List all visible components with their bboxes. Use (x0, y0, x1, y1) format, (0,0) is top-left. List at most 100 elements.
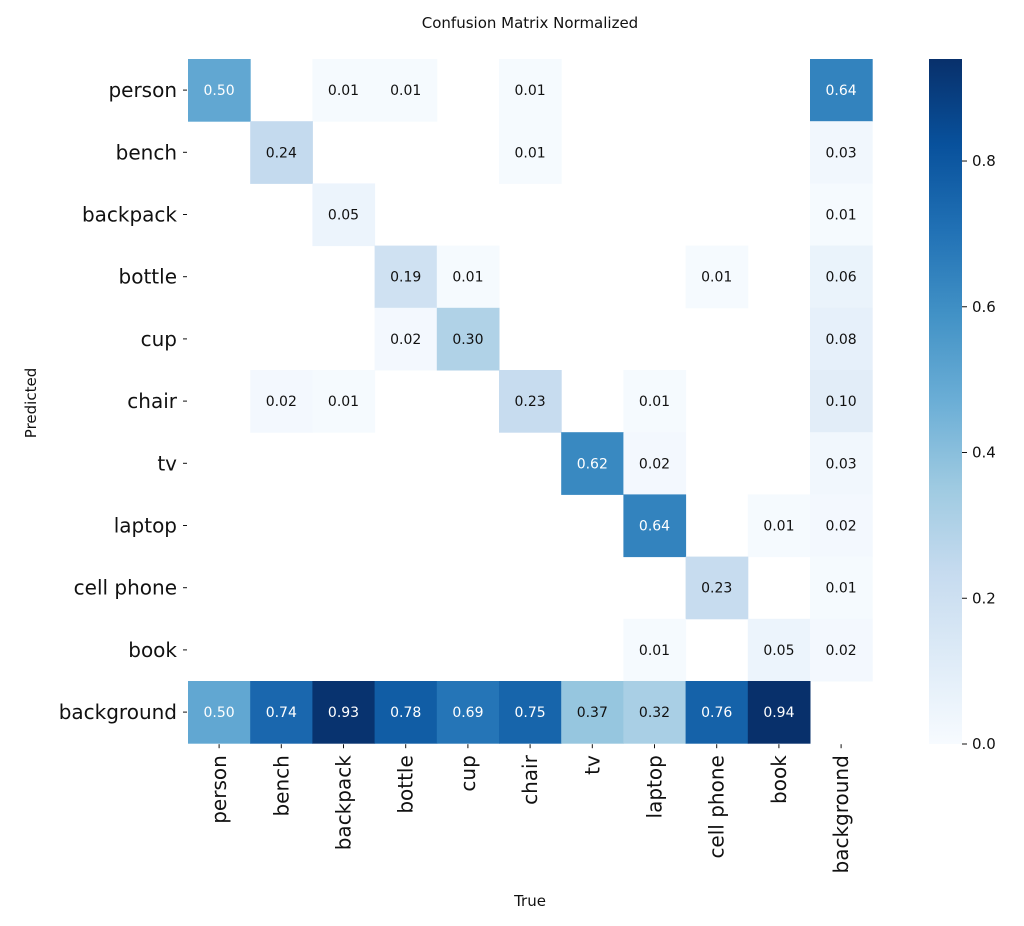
heatmap-cell (561, 681, 624, 744)
heatmap-cell (747, 681, 811, 744)
x-tick-label: tv (580, 755, 604, 775)
heatmap-cell (810, 307, 873, 371)
heatmap-cell (810, 245, 873, 309)
chart-title: Confusion Matrix Normalized (422, 14, 638, 32)
cell-value-label: 0.23 (701, 581, 732, 597)
cell-value-label: 0.23 (515, 394, 546, 410)
cell-value-label: 0.02 (390, 332, 421, 348)
x-tick-label: laptop (643, 755, 667, 818)
cell-value-label: 0.02 (826, 519, 857, 535)
cell-value-label: 0.64 (639, 519, 670, 535)
heatmap-cell (810, 432, 873, 495)
cell-value-label: 0.01 (826, 208, 857, 224)
x-tick-label: background (829, 755, 853, 873)
heatmap-cell (374, 307, 438, 371)
x-tick-label: book (767, 755, 791, 804)
x-tick-label: bench (269, 755, 293, 816)
cell-value-label: 0.05 (328, 208, 359, 224)
cell-value-label: 0.64 (826, 83, 857, 99)
heatmap-cell (312, 370, 376, 433)
y-tick-label: cup (141, 327, 177, 351)
y-tick-label: tv (157, 451, 177, 475)
cell-value-label: 0.19 (390, 270, 421, 286)
cell-value-label: 0.32 (639, 705, 670, 721)
cell-value-label: 0.10 (826, 394, 857, 410)
heatmap-cell (436, 245, 500, 309)
heatmap-cell (499, 59, 562, 122)
heatmap-cell (250, 370, 313, 433)
heatmap-cell (810, 59, 873, 122)
cell-value-label: 0.01 (639, 643, 670, 659)
heatmap-cell (747, 618, 811, 682)
heatmap-cell (436, 681, 500, 744)
y-tick-label: laptop (114, 514, 177, 538)
colorbar-tick-label: 0.4 (972, 444, 996, 462)
cell-value-label: 0.01 (701, 270, 732, 286)
y-tick-label: chair (127, 389, 177, 413)
cell-value-label: 0.01 (826, 581, 857, 597)
cell-value-label: 0.01 (390, 83, 421, 99)
heatmap-cell (374, 681, 438, 744)
heatmap-cell (623, 370, 687, 433)
colorbar-tick-label: 0.0 (972, 735, 996, 753)
cell-value-label: 0.94 (763, 705, 794, 721)
cell-value-label: 0.62 (577, 456, 608, 472)
colorbar-tick-label: 0.2 (972, 589, 996, 607)
heatmap-cell (623, 618, 687, 682)
cell-value-label: 0.74 (266, 705, 297, 721)
cell-value-label: 0.06 (826, 270, 857, 286)
heatmap-cell (810, 370, 873, 433)
cell-value-label: 0.37 (577, 705, 608, 721)
cell-value-label: 0.75 (515, 705, 546, 721)
x-tick-label: cup (456, 755, 480, 791)
x-tick-label: person (207, 755, 231, 824)
heatmap-cell (312, 183, 376, 247)
heatmap-cell (499, 681, 562, 744)
heatmap-cell (623, 432, 687, 495)
x-tick-label: chair (518, 754, 542, 804)
heatmap-cell (250, 121, 313, 184)
heatmap-cell (561, 432, 624, 495)
y-tick-label: backpack (82, 203, 177, 227)
heatmap-cell (685, 681, 749, 744)
colorbar-gradient (929, 59, 962, 744)
y-tick-label: person (108, 78, 177, 102)
x-axis-ticks: person bench backpack bottle cup chair tv lapto… (207, 744, 853, 873)
cell-value-label: 0.01 (639, 394, 670, 410)
x-axis-label: True (513, 892, 546, 910)
heatmap-cell (685, 245, 749, 309)
heatmap-cell (436, 307, 500, 371)
heatmap-cell (685, 556, 749, 620)
heatmap-cell (810, 618, 873, 682)
heatmap-cell (810, 121, 873, 184)
cell-value-label: 0.69 (452, 705, 483, 721)
cell-value-label: 0.76 (701, 705, 732, 721)
heatmap-cell (810, 556, 873, 620)
heatmap-cell (623, 494, 687, 558)
heatmap-cell (374, 59, 438, 122)
heatmap-cell (250, 681, 313, 744)
cell-value-label: 0.01 (328, 83, 359, 99)
heatmap-cell (810, 494, 873, 558)
cell-value-label: 0.24 (266, 145, 297, 161)
heatmap-cell (747, 494, 811, 558)
y-tick-label: cell phone (74, 576, 177, 600)
x-tick-label: bottle (394, 755, 418, 813)
y-axis-label: Predicted (22, 368, 40, 438)
heatmap-cell (188, 59, 251, 122)
y-tick-label: background (59, 700, 177, 724)
cell-value-label: 0.01 (515, 83, 546, 99)
cell-value-label: 0.78 (390, 705, 421, 721)
heatmap-cell (312, 681, 376, 744)
y-axis-ticks: person bench backpack bottle cup chair tv lapto… (59, 78, 187, 724)
heatmap-cell (810, 183, 873, 247)
cell-value-label: 0.01 (452, 270, 483, 286)
cell-value-label: 0.08 (826, 332, 857, 348)
heatmap-cell (188, 681, 251, 744)
heatmap-cell (374, 245, 438, 309)
heatmap-cell (623, 681, 687, 744)
colorbar-tick-label: 0.8 (972, 152, 996, 170)
x-tick-label: backpack (332, 755, 356, 850)
y-tick-label: bench (116, 140, 177, 164)
